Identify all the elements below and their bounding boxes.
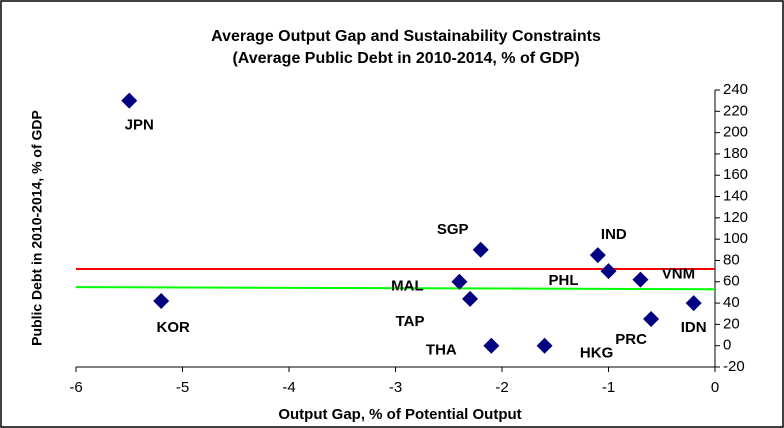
y-tick-label: 60 (723, 273, 740, 290)
y-tick-label: 120 (723, 209, 748, 226)
y-tick-label: 240 (723, 81, 748, 98)
x-tick-label: -2 (495, 379, 508, 396)
point-label: SGP (437, 221, 469, 238)
point-label: PRC (615, 331, 647, 348)
y-tick-label: 100 (723, 230, 748, 247)
point-label: PHL (549, 272, 579, 289)
point (483, 337, 500, 354)
chart-title: Average Output Gap and Sustainability Co… (211, 28, 601, 45)
y-tick-label: -20 (723, 358, 745, 375)
y-tick-label: 20 (723, 315, 740, 332)
x-tick-label: -6 (69, 379, 82, 396)
chart-subtitle: (Average Public Debt in 2010-2014, % of … (232, 50, 579, 67)
point-label: MAL (391, 278, 424, 295)
y-tick-label: 40 (723, 294, 740, 311)
point (685, 295, 702, 312)
point-label: JPN (125, 117, 154, 134)
x-tick-label: -3 (389, 379, 402, 396)
point (589, 247, 606, 264)
y-tick-label: 160 (723, 166, 748, 183)
x-tick-label: -5 (176, 379, 189, 396)
y-tick-label: 80 (723, 251, 740, 268)
x-tick-label: -4 (282, 379, 295, 396)
point-label: HKG (580, 345, 613, 362)
point (536, 337, 553, 354)
point-label: KOR (157, 319, 191, 336)
y-tick-label: 0 (723, 337, 731, 354)
point (600, 263, 617, 280)
x-tick-label: -1 (602, 379, 615, 396)
point (462, 290, 479, 307)
point (121, 92, 138, 109)
y-tick-label: 200 (723, 124, 748, 141)
point-label: IND (601, 226, 627, 243)
y-tick-label: 220 (723, 102, 748, 119)
y-axis-label: Public Debt in 2010-2014, % of GDP (29, 110, 45, 346)
y-tick-label: 140 (723, 188, 748, 205)
x-axis-label: Output Gap, % of Potential Output (278, 406, 521, 423)
point-label: THA (426, 342, 457, 359)
threshold-line (75, 286, 716, 291)
point-label: TAP (396, 313, 425, 330)
point (451, 273, 468, 290)
point-label: IDN (681, 319, 707, 336)
y-tick-label: 180 (723, 145, 748, 162)
point (472, 241, 489, 258)
point-label: VNM (662, 266, 695, 283)
point (153, 292, 170, 309)
point (632, 271, 649, 288)
point (643, 311, 660, 328)
x-tick-label: 0 (711, 379, 719, 396)
